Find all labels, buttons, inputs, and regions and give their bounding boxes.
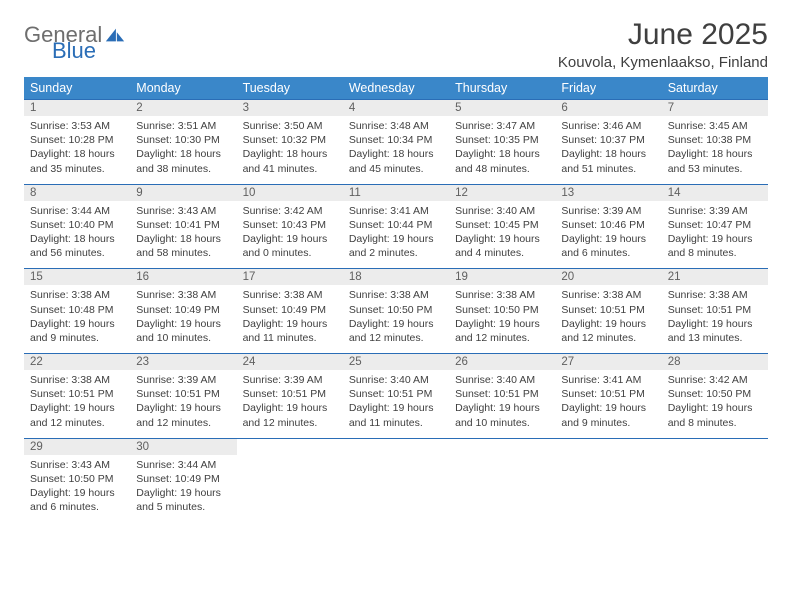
brand-logo: General Blue	[24, 18, 126, 62]
weekday-header: Friday	[555, 77, 661, 100]
day-number	[662, 438, 768, 455]
day-number: 20	[555, 269, 661, 286]
day-details: Sunrise: 3:38 AMSunset: 10:49 PMDaylight…	[130, 285, 236, 353]
weekday-header: Saturday	[662, 77, 768, 100]
weekday-header: Wednesday	[343, 77, 449, 100]
day-number: 3	[237, 100, 343, 117]
day-details: Sunrise: 3:40 AMSunset: 10:51 PMDaylight…	[343, 370, 449, 438]
day-number: 19	[449, 269, 555, 286]
day-details: Sunrise: 3:38 AMSunset: 10:48 PMDaylight…	[24, 285, 130, 353]
day-details: Sunrise: 3:41 AMSunset: 10:44 PMDaylight…	[343, 201, 449, 269]
day-number-row: 1234567	[24, 100, 768, 117]
day-number: 27	[555, 354, 661, 371]
calendar-table: SundayMondayTuesdayWednesdayThursdayFrid…	[24, 77, 768, 522]
header: General Blue June 2025 Kouvola, Kymenlaa…	[24, 18, 768, 71]
day-number-row: 2930	[24, 438, 768, 455]
weekday-header: Sunday	[24, 77, 130, 100]
day-details	[449, 455, 555, 523]
day-details	[662, 455, 768, 523]
day-details: Sunrise: 3:50 AMSunset: 10:32 PMDaylight…	[237, 116, 343, 184]
day-number: 24	[237, 354, 343, 371]
day-number: 4	[343, 100, 449, 117]
day-number	[343, 438, 449, 455]
day-number: 5	[449, 100, 555, 117]
day-number: 6	[555, 100, 661, 117]
weekday-header-row: SundayMondayTuesdayWednesdayThursdayFrid…	[24, 77, 768, 100]
day-number	[555, 438, 661, 455]
day-number: 30	[130, 438, 236, 455]
day-number: 2	[130, 100, 236, 117]
day-details	[237, 455, 343, 523]
day-number: 25	[343, 354, 449, 371]
day-details-row: Sunrise: 3:38 AMSunset: 10:48 PMDaylight…	[24, 285, 768, 353]
day-details: Sunrise: 3:45 AMSunset: 10:38 PMDaylight…	[662, 116, 768, 184]
day-details: Sunrise: 3:43 AMSunset: 10:50 PMDaylight…	[24, 455, 130, 523]
day-details: Sunrise: 3:43 AMSunset: 10:41 PMDaylight…	[130, 201, 236, 269]
day-number: 8	[24, 184, 130, 201]
day-details: Sunrise: 3:41 AMSunset: 10:51 PMDaylight…	[555, 370, 661, 438]
day-number-row: 15161718192021	[24, 269, 768, 286]
day-number	[237, 438, 343, 455]
day-details: Sunrise: 3:38 AMSunset: 10:51 PMDaylight…	[24, 370, 130, 438]
day-number: 21	[662, 269, 768, 286]
title-block: June 2025 Kouvola, Kymenlaakso, Finland	[558, 18, 768, 71]
day-number: 17	[237, 269, 343, 286]
day-details: Sunrise: 3:53 AMSunset: 10:28 PMDaylight…	[24, 116, 130, 184]
day-details: Sunrise: 3:39 AMSunset: 10:46 PMDaylight…	[555, 201, 661, 269]
day-details: Sunrise: 3:38 AMSunset: 10:50 PMDaylight…	[343, 285, 449, 353]
day-details-row: Sunrise: 3:38 AMSunset: 10:51 PMDaylight…	[24, 370, 768, 438]
day-details: Sunrise: 3:47 AMSunset: 10:35 PMDaylight…	[449, 116, 555, 184]
day-number: 28	[662, 354, 768, 371]
day-details: Sunrise: 3:42 AMSunset: 10:50 PMDaylight…	[662, 370, 768, 438]
day-number: 15	[24, 269, 130, 286]
page-subtitle: Kouvola, Kymenlaakso, Finland	[558, 54, 768, 71]
day-number: 23	[130, 354, 236, 371]
day-details-row: Sunrise: 3:43 AMSunset: 10:50 PMDaylight…	[24, 455, 768, 523]
day-details: Sunrise: 3:38 AMSunset: 10:50 PMDaylight…	[449, 285, 555, 353]
day-number: 16	[130, 269, 236, 286]
day-details: Sunrise: 3:44 AMSunset: 10:49 PMDaylight…	[130, 455, 236, 523]
day-number: 22	[24, 354, 130, 371]
page-title: June 2025	[558, 18, 768, 52]
day-number: 9	[130, 184, 236, 201]
day-details: Sunrise: 3:46 AMSunset: 10:37 PMDaylight…	[555, 116, 661, 184]
day-details: Sunrise: 3:42 AMSunset: 10:43 PMDaylight…	[237, 201, 343, 269]
day-details: Sunrise: 3:44 AMSunset: 10:40 PMDaylight…	[24, 201, 130, 269]
day-details	[555, 455, 661, 523]
day-details: Sunrise: 3:51 AMSunset: 10:30 PMDaylight…	[130, 116, 236, 184]
day-details: Sunrise: 3:38 AMSunset: 10:51 PMDaylight…	[662, 285, 768, 353]
day-number: 13	[555, 184, 661, 201]
day-number	[449, 438, 555, 455]
day-details: Sunrise: 3:40 AMSunset: 10:45 PMDaylight…	[449, 201, 555, 269]
day-number-row: 891011121314	[24, 184, 768, 201]
day-details-row: Sunrise: 3:44 AMSunset: 10:40 PMDaylight…	[24, 201, 768, 269]
weekday-header: Thursday	[449, 77, 555, 100]
day-details: Sunrise: 3:48 AMSunset: 10:34 PMDaylight…	[343, 116, 449, 184]
day-number: 10	[237, 184, 343, 201]
day-details: Sunrise: 3:39 AMSunset: 10:47 PMDaylight…	[662, 201, 768, 269]
day-number: 18	[343, 269, 449, 286]
day-details: Sunrise: 3:39 AMSunset: 10:51 PMDaylight…	[237, 370, 343, 438]
day-number: 14	[662, 184, 768, 201]
day-number: 7	[662, 100, 768, 117]
day-details: Sunrise: 3:39 AMSunset: 10:51 PMDaylight…	[130, 370, 236, 438]
day-details: Sunrise: 3:40 AMSunset: 10:51 PMDaylight…	[449, 370, 555, 438]
day-details: Sunrise: 3:38 AMSunset: 10:49 PMDaylight…	[237, 285, 343, 353]
day-details	[343, 455, 449, 523]
day-number: 11	[343, 184, 449, 201]
day-number: 1	[24, 100, 130, 117]
weekday-header: Monday	[130, 77, 236, 100]
day-details-row: Sunrise: 3:53 AMSunset: 10:28 PMDaylight…	[24, 116, 768, 184]
day-number: 29	[24, 438, 130, 455]
day-number: 12	[449, 184, 555, 201]
day-number: 26	[449, 354, 555, 371]
weekday-header: Tuesday	[237, 77, 343, 100]
day-number-row: 22232425262728	[24, 354, 768, 371]
day-details: Sunrise: 3:38 AMSunset: 10:51 PMDaylight…	[555, 285, 661, 353]
brand-word2: Blue	[52, 40, 126, 62]
